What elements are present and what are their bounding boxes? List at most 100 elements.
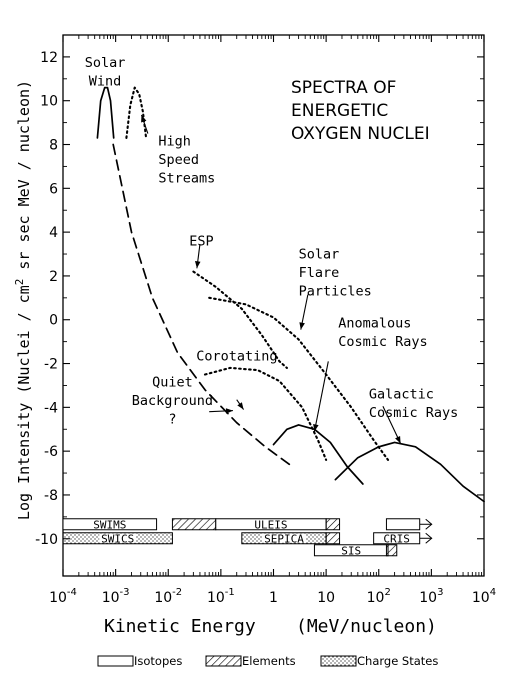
x-tick-label: 10-3 (102, 587, 130, 606)
annotation-label: ESP (189, 233, 213, 249)
annotation-label-line: Streams (158, 171, 215, 187)
instrument-label: SEPICA (264, 532, 304, 545)
plot-frame (62, 34, 485, 577)
x-tick-label: 103 (419, 587, 443, 606)
annotation-label: High Speed Streams (158, 134, 215, 187)
annotation-label-line: Background (132, 393, 213, 409)
x-tick-label-base: 10 (207, 590, 225, 606)
annotation-label-line: ? (168, 412, 176, 428)
annotation-label: Quiet Background? (132, 375, 213, 428)
instrument-bar (325, 518, 341, 531)
annotation-label: Anomalous Cosmic Rays (338, 315, 427, 350)
y-tick-label: 8 (49, 138, 58, 154)
instrument-bar (325, 532, 341, 545)
x-tick-label-exponent: -1 (225, 587, 235, 598)
x-axis-label: Kinetic Energy (MeV/nucleon) (104, 616, 437, 637)
x-tick-label-base: 10 (49, 590, 67, 606)
instrument-extension-arrow-head (425, 518, 433, 530)
instrument-label: SWIMS (93, 518, 126, 531)
x-tick-label-base: 10 (154, 590, 172, 606)
x-axis-label-units: (MeV/nucleon) (296, 616, 437, 637)
instrument-label: CRIS (383, 532, 410, 545)
series-layer (96, 86, 485, 503)
instrument-label-background (381, 533, 412, 543)
chart-title-line-3: OXYGEN NUCLEI (291, 124, 430, 144)
instrument-label-background (262, 533, 306, 543)
x-tick-label-base: 10 (317, 590, 335, 606)
series-esp (192, 270, 288, 369)
y-axis-label-superscript: 2 (13, 279, 26, 286)
annotation-arrow-head (225, 408, 234, 414)
y-tick-label: 10 (40, 94, 58, 110)
instrument-bar (385, 544, 398, 557)
annotation-label-line: Quiet (152, 375, 193, 391)
annotation-label-line: Cosmic Rays (369, 405, 458, 421)
annotation-label-line: Flare (299, 265, 340, 281)
legend-label: Isotopes (134, 654, 182, 668)
instrument-label: SWICS (101, 532, 134, 545)
y-tick-label: 0 (49, 313, 58, 329)
x-tick-label: 104 (472, 587, 496, 606)
chart-title: SPECTRA OF ENERGETIC OXYGEN NUCLEI (291, 78, 430, 144)
chart-title-line-2: ENERGETIC (291, 101, 388, 121)
series-galactic-cosmic-rays (334, 441, 485, 503)
instrument-label: SIS (341, 544, 361, 557)
series-solar-wind (96, 86, 115, 139)
instrument-bar (171, 518, 217, 531)
legend: Isotopes Elements Charge States (97, 654, 438, 668)
x-tick-label-base: 10 (419, 590, 437, 606)
x-tick-label-exponent: -4 (67, 587, 77, 598)
annotation-label-line: Cosmic Rays (338, 334, 427, 350)
annotation-arrow-head (141, 114, 147, 123)
plot-area (62, 34, 485, 577)
x-tick-label: 10-2 (154, 587, 182, 606)
x-tick-label-base: 10 (472, 590, 490, 606)
legend-swatch-elements (205, 655, 242, 667)
annotation-arrow-head (395, 436, 401, 444)
y-tick-label: 6 (49, 181, 58, 197)
series-corotating (203, 366, 328, 461)
annotation-label-line: Solar (85, 55, 126, 71)
instrument-extension-arrow-head (425, 532, 433, 544)
chart-title-line-1: SPECTRA OF (291, 78, 396, 98)
legend-swatch-charge (320, 655, 357, 667)
y-tick-label: -6 (44, 444, 58, 460)
y-tick-label: 2 (49, 269, 58, 285)
x-tick-label-base: 10 (102, 590, 120, 606)
axis-ticks: 10-4 10-3 10-2 10-1 1 10 102 103 104121086420-2-… (35, 35, 496, 606)
x-tick-label-exponent: 2 (384, 587, 390, 598)
annotation-label-line: Speed (158, 152, 199, 168)
x-tick-label: 10 (317, 590, 335, 606)
annotation-arrow-head (195, 261, 201, 269)
x-tick-label: 102 (367, 587, 391, 606)
annotation-label-line: Corotating (196, 348, 277, 364)
legend-label: Charge States (357, 654, 438, 668)
annotation-label-line: Anomalous (338, 315, 411, 331)
arrow-layer (140, 114, 402, 444)
annotation-label-line: Wind (89, 73, 122, 89)
series-quiet-background (112, 143, 291, 466)
annotation-arrow-head (237, 402, 244, 410)
annotation-label-line: High (158, 134, 191, 150)
instrument-label-background (99, 533, 137, 543)
y-tick-label: -10 (35, 532, 58, 548)
x-tick-label-base: 10 (367, 590, 385, 606)
instrument-bar (385, 518, 421, 531)
x-tick-label-exponent: 3 (437, 587, 443, 598)
annotation-label-line: ESP (189, 233, 213, 249)
series-solar-flare-particles (208, 296, 390, 461)
annotation-label-line: Galactic (369, 387, 434, 403)
annotation-arrow-head (313, 424, 319, 432)
annotation-label: Galactic Cosmic Rays (369, 387, 458, 422)
legend-swatch-isotopes (97, 655, 134, 667)
y-tick-label: -2 (44, 357, 58, 373)
annotation-label: Corotating (196, 348, 277, 364)
annotation-arrow-line (313, 361, 329, 432)
y-tick-label: -8 (44, 488, 58, 504)
annotation-label: Solar Flare Particles (299, 246, 372, 299)
x-tick-label-exponent: -3 (120, 587, 130, 598)
series-anomalous-cosmic-rays (272, 424, 364, 485)
annotation-label: Solar Wind (85, 55, 126, 90)
